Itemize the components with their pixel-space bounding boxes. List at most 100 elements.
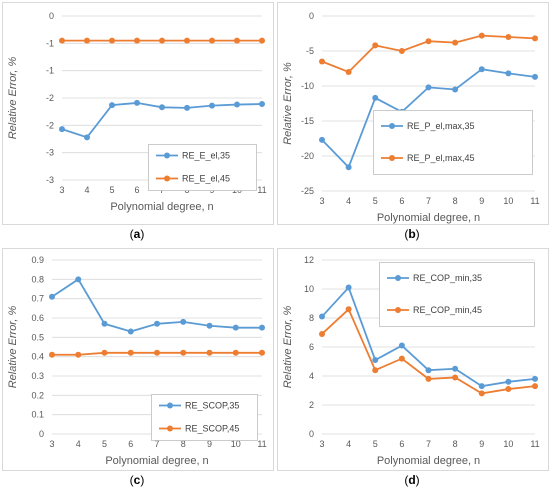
data-point: [532, 375, 538, 382]
data-point: [209, 102, 215, 109]
y-axis-label: Relative Error, %: [7, 57, 19, 140]
x-tick-label: 10: [503, 439, 513, 449]
y-tick-label: 0: [309, 11, 314, 21]
data-point: [452, 39, 459, 46]
data-point: [259, 101, 265, 108]
x-tick-label: 9: [479, 196, 484, 206]
legend-label: RE_P_el,max,35: [407, 121, 475, 131]
x-tick-label: 5: [373, 439, 378, 449]
x-tick-label: 6: [134, 185, 139, 195]
legend-label: RE_SCOP,45: [185, 424, 239, 434]
data-point: [478, 66, 485, 73]
y-tick-label: 2: [309, 400, 314, 410]
data-point: [206, 322, 213, 329]
data-point: [505, 386, 512, 393]
legend-label: RE_E_el,45: [182, 174, 230, 184]
data-point: [59, 37, 65, 44]
data-point: [180, 318, 187, 325]
x-tick-label: 4: [84, 185, 89, 195]
x-tick-label: 6: [128, 439, 133, 449]
y-tick-label: 0.3: [31, 371, 44, 381]
x-tick-label: 3: [49, 439, 54, 449]
legend-label: RE_P_el,max,45: [407, 153, 475, 163]
data-point: [234, 37, 240, 44]
x-tick-label: 9: [207, 439, 212, 449]
y-tick-label: -10: [301, 81, 314, 91]
y-tick-label: -3: [46, 175, 54, 185]
y-tick-label: 0.9: [31, 255, 44, 265]
data-point: [134, 37, 140, 44]
data-point: [505, 378, 512, 385]
data-point: [259, 349, 265, 356]
data-point: [345, 306, 352, 313]
panel-label: (b): [404, 227, 419, 241]
y-tick-label: 0.2: [31, 390, 44, 400]
x-tick-label: 8: [453, 439, 458, 449]
x-tick-label: 4: [76, 439, 81, 449]
data-point: [425, 84, 432, 91]
x-tick-label: 11: [530, 439, 539, 449]
x-tick-label: 8: [453, 196, 458, 206]
x-tick-label: 10: [231, 439, 241, 449]
x-axis-label: Polynomial degree, n: [110, 201, 213, 213]
x-tick-label: 4: [346, 196, 351, 206]
data-point: [206, 349, 213, 356]
chart-panel-d: 0 2 4 6 8 10 12 3 4 5 6 7 8 9 10 11 Polynomial degree, n…: [275, 246, 550, 492]
chart-panel-a: 0-1-1-2-2-3-334567891011Polynomial degre…: [0, 0, 275, 246]
y-tick-label: -1: [46, 66, 54, 76]
data-point: [505, 34, 512, 40]
data-point: [101, 320, 108, 327]
y-tick-label: 0: [49, 11, 54, 21]
data-point: [180, 349, 187, 356]
data-point: [505, 70, 512, 77]
data-point: [127, 328, 134, 335]
legend-label: RE_COP_min,45: [413, 305, 482, 315]
chart-svg: 0 -5 -10 -15 -20 -25 3 4 5 6 7 8 9 10 11 Polynomial deg…: [277, 2, 549, 241]
chart-panel-b: 0 -5 -10 -15 -20 -25 3 4 5 6 7 8 9 10 11 Polynomial deg…: [275, 0, 550, 246]
data-point: [319, 58, 325, 65]
y-tick-label: -5: [306, 46, 314, 56]
data-point: [452, 365, 459, 372]
y-axis-label: Relative Error, %: [282, 62, 294, 145]
y-tick-label: 0.1: [31, 410, 44, 420]
data-point: [319, 136, 325, 143]
x-tick-label: 5: [109, 185, 114, 195]
y-tick-label: -1: [46, 38, 54, 48]
legend: [151, 394, 258, 441]
legend: [373, 110, 533, 175]
legend-swatch-marker: [395, 275, 401, 281]
data-point: [154, 320, 160, 327]
x-tick-label: 6: [399, 439, 404, 449]
x-tick-label: 7: [154, 439, 159, 449]
data-point: [49, 351, 55, 358]
legend-swatch-marker: [164, 152, 170, 159]
data-point: [398, 342, 405, 349]
data-point: [159, 104, 165, 111]
x-tick-label: 9: [479, 439, 484, 449]
data-point: [425, 375, 432, 382]
x-tick-label: 5: [102, 439, 107, 449]
panel-label: (a): [130, 227, 145, 241]
data-point: [49, 293, 55, 300]
data-point: [184, 104, 190, 111]
x-tick-label: 3: [319, 196, 324, 206]
data-point: [372, 357, 379, 364]
data-point: [478, 390, 485, 397]
legend: [148, 144, 257, 191]
data-point: [478, 383, 485, 390]
data-point: [109, 102, 115, 109]
panel-label: (d): [404, 473, 419, 487]
y-axis-label: Relative Error, %: [282, 306, 294, 389]
data-point: [532, 383, 538, 390]
y-tick-label: 8: [309, 313, 314, 323]
legend-label: RE_SCOP,35: [185, 401, 239, 411]
y-tick-label: 0: [39, 429, 44, 439]
data-point: [398, 355, 405, 362]
data-point: [232, 349, 239, 356]
y-tick-label: -3: [46, 148, 54, 158]
data-point: [319, 330, 325, 337]
data-point: [452, 374, 459, 381]
y-tick-label: 0.8: [31, 274, 44, 284]
chart-svg: 0-1-1-2-2-3-334567891011Polynomial degre…: [2, 2, 274, 241]
data-point: [109, 37, 115, 44]
